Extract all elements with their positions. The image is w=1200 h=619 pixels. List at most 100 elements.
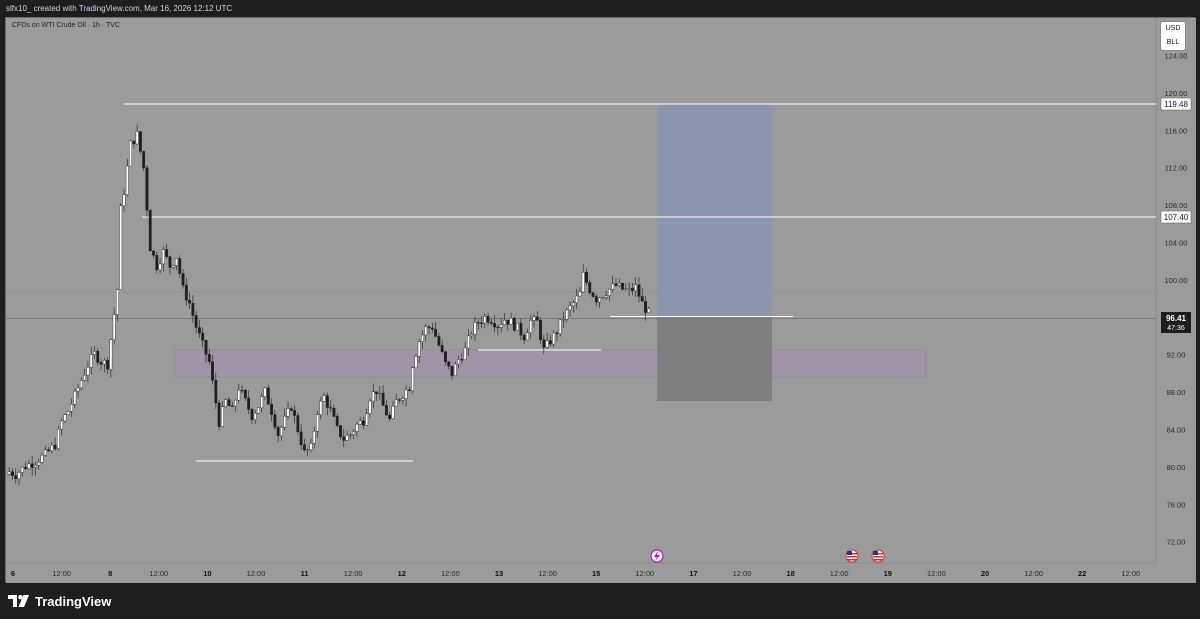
candle <box>467 329 470 356</box>
candle <box>575 288 579 309</box>
candle <box>47 446 50 453</box>
candle <box>240 385 244 394</box>
price-tick-label: 104.00 <box>1165 239 1188 248</box>
candle <box>129 139 132 167</box>
candle-body <box>421 334 424 342</box>
candle <box>483 313 487 329</box>
candle-body <box>266 387 270 405</box>
candle <box>644 295 647 321</box>
candle <box>89 346 93 375</box>
price-tick-label: 92.00 <box>1167 351 1186 360</box>
time-tick-label: 12:00 <box>1024 569 1043 578</box>
candle-body <box>40 454 44 463</box>
candle-body <box>427 326 431 329</box>
us-flag-icon[interactable] <box>845 549 859 563</box>
candle <box>93 345 96 360</box>
candle-body <box>37 462 41 466</box>
candle-body <box>86 367 90 376</box>
price-tick-label: 80.00 <box>1167 463 1186 472</box>
candle <box>303 438 306 453</box>
candle <box>388 411 392 422</box>
candle-body <box>207 354 211 362</box>
candle <box>109 338 113 378</box>
candle-body <box>319 401 323 415</box>
candle-body <box>79 380 83 389</box>
candle <box>30 455 34 476</box>
candle-body <box>109 339 113 370</box>
candle-body <box>289 408 293 411</box>
candle <box>342 428 346 448</box>
candle-body <box>270 404 273 415</box>
candle <box>631 282 634 296</box>
candle-body <box>447 361 451 367</box>
long-position-target-zone[interactable] <box>657 104 772 317</box>
currency-label: USD <box>1165 25 1181 32</box>
candle <box>283 408 287 431</box>
candle-body <box>286 408 290 417</box>
candle-body <box>99 362 103 365</box>
time-axis[interactable]: 6 12:00 8 12:00 10 12:00 11 12:00 12 12:00 13 12:00… <box>11 569 1140 578</box>
candle-body <box>621 282 624 290</box>
candle-body <box>637 284 641 297</box>
candle-body <box>634 284 638 291</box>
long-position-stop-zone[interactable] <box>657 317 772 401</box>
candle <box>145 165 149 217</box>
candle <box>220 401 224 428</box>
candle-body <box>388 414 392 420</box>
currency-unit-selector[interactable]: USD BLL <box>1160 21 1186 51</box>
candle-body <box>453 363 457 376</box>
candle-body <box>355 423 359 432</box>
time-tick-label: 12:00 <box>538 569 557 578</box>
tradingview-logo[interactable]: TradingView <box>8 593 111 609</box>
price-tick-label: 76.00 <box>1167 500 1186 509</box>
candle-body <box>43 449 47 456</box>
candle <box>257 407 260 414</box>
candle-body <box>519 323 523 336</box>
candle-body <box>145 167 149 211</box>
candle <box>647 306 651 314</box>
candle <box>7 466 11 476</box>
candle <box>57 425 60 451</box>
candle <box>604 290 608 301</box>
candle-body <box>296 415 300 433</box>
candle-body <box>509 317 513 325</box>
candle-body <box>227 399 231 407</box>
candle <box>378 385 382 400</box>
lightning-icon[interactable] <box>650 549 664 563</box>
candle-body <box>63 414 67 422</box>
candle-body <box>204 340 208 355</box>
candle-body <box>237 389 241 401</box>
candle-body <box>496 326 500 329</box>
candle <box>122 188 126 212</box>
price-chart[interactable]: 124.00 120.00 116.00 112.00 108.00 104.00 100.… <box>6 18 1196 583</box>
level-label-119: 119.48 <box>1160 97 1192 111</box>
candle <box>634 277 638 297</box>
candle-body <box>601 297 605 299</box>
candle-body <box>539 320 542 341</box>
candle <box>76 384 80 399</box>
chart-pane[interactable]: 124.00 120.00 116.00 112.00 108.00 104.00 100.… <box>5 17 1196 583</box>
candle <box>79 376 83 391</box>
candle <box>329 399 333 412</box>
candle-body <box>306 449 310 451</box>
time-tick-label: 12:00 <box>733 569 752 578</box>
candle <box>601 296 605 300</box>
candle <box>119 203 123 290</box>
candle-body <box>571 302 575 307</box>
price-label-text: 119.48 <box>1164 100 1188 109</box>
us-flag-icon[interactable] <box>871 549 885 563</box>
demand-zone[interactable] <box>174 349 927 378</box>
candle <box>112 307 116 345</box>
candle <box>339 425 342 440</box>
candle <box>70 398 73 417</box>
candle <box>617 278 621 288</box>
symbol-info[interactable]: CFDs on WTI Crude Oil · 1h · TVC <box>12 22 121 29</box>
candle-body <box>444 351 447 362</box>
candle <box>14 468 18 484</box>
candle <box>614 278 618 287</box>
candle <box>270 398 273 422</box>
candle <box>325 392 329 416</box>
candle-body <box>316 414 319 432</box>
candle-body <box>299 431 303 445</box>
candle-body <box>522 334 526 341</box>
